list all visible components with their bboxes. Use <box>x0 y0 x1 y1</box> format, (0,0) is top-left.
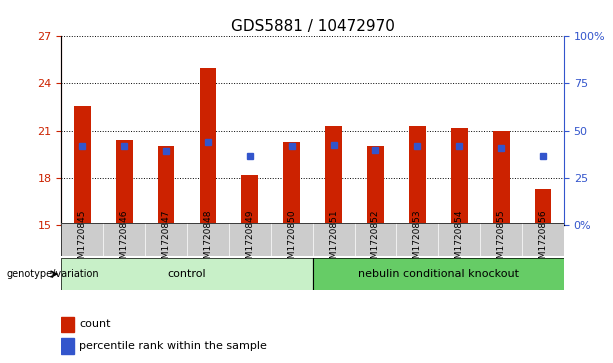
Text: genotype/variation: genotype/variation <box>6 269 99 279</box>
Bar <box>451 127 468 225</box>
Bar <box>367 146 384 225</box>
Bar <box>493 131 509 225</box>
Bar <box>61 338 74 354</box>
Title: GDS5881 / 10472970: GDS5881 / 10472970 <box>230 19 395 34</box>
Text: nebulin conditional knockout: nebulin conditional knockout <box>358 269 519 279</box>
Bar <box>535 189 552 225</box>
Bar <box>116 140 132 225</box>
Text: GSM1720854: GSM1720854 <box>455 209 464 270</box>
Text: count: count <box>79 319 110 329</box>
Bar <box>325 126 342 225</box>
Bar <box>313 258 564 290</box>
Bar <box>283 142 300 225</box>
Bar <box>61 317 74 332</box>
Bar <box>158 146 175 225</box>
Bar <box>199 68 216 225</box>
Bar <box>74 106 91 225</box>
Text: percentile rank within the sample: percentile rank within the sample <box>79 341 267 351</box>
Text: GSM1720851: GSM1720851 <box>329 209 338 270</box>
Text: GSM1720853: GSM1720853 <box>413 209 422 270</box>
Text: GSM1720849: GSM1720849 <box>245 209 254 270</box>
Text: GSM1720852: GSM1720852 <box>371 209 380 270</box>
Text: GSM1720847: GSM1720847 <box>161 209 170 270</box>
Text: control: control <box>167 269 207 279</box>
Text: GSM1720856: GSM1720856 <box>538 209 547 270</box>
Text: GSM1720855: GSM1720855 <box>497 209 506 270</box>
Bar <box>409 126 425 225</box>
Bar <box>61 258 313 290</box>
Text: GSM1720845: GSM1720845 <box>78 209 87 270</box>
Text: GSM1720848: GSM1720848 <box>204 209 213 270</box>
Text: GSM1720850: GSM1720850 <box>287 209 296 270</box>
Bar <box>242 175 258 225</box>
Text: GSM1720846: GSM1720846 <box>120 209 129 270</box>
